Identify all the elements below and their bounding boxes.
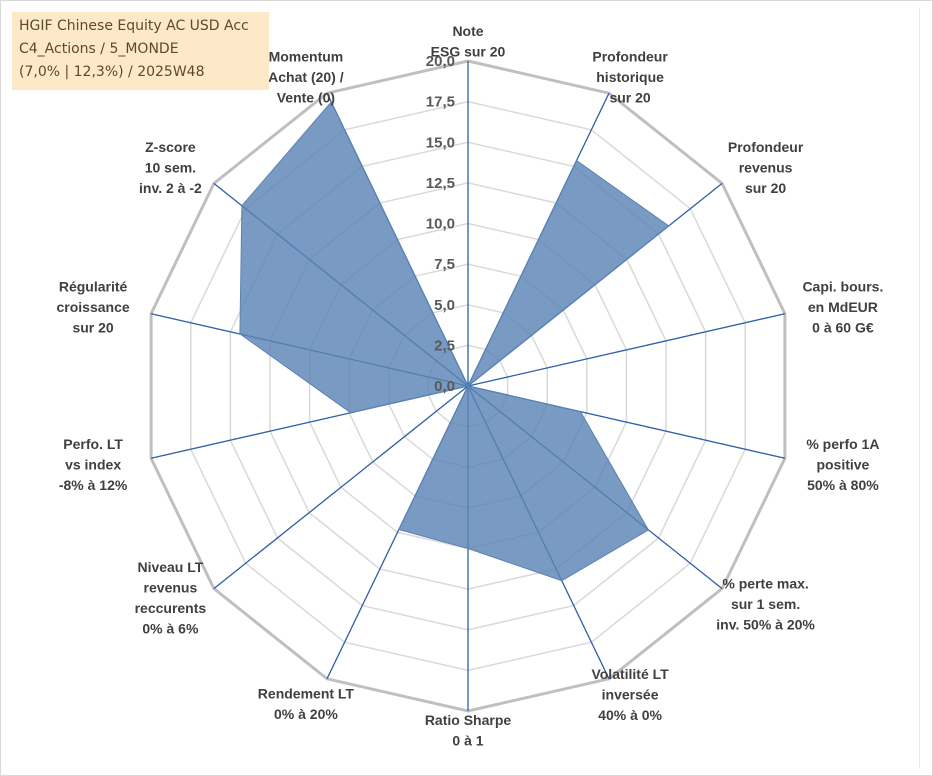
axis-label-line: Momentum bbox=[269, 48, 344, 64]
tick-label: 7,5 bbox=[434, 256, 455, 273]
radar-series bbox=[239, 101, 670, 582]
axis-label-line: inv. 2 à -2 bbox=[139, 180, 202, 196]
tick-label: 0,0 bbox=[434, 378, 455, 395]
axis-label-line: en MdEUR bbox=[808, 299, 878, 315]
series-area bbox=[239, 101, 670, 582]
axis-label-line: Volatilité LT bbox=[591, 666, 669, 682]
tick-label: 15,0 bbox=[426, 134, 455, 151]
axis-label-line: sur 20 bbox=[609, 89, 650, 105]
title-stats: (7,0% | 12,3%) / 2025W48 bbox=[19, 64, 205, 80]
tick-label: 12,5 bbox=[426, 175, 455, 192]
axis-label-line: Perfo. LT bbox=[63, 436, 123, 452]
axis-label: Capi. bours. en MdEUR 0 à 60 G€ bbox=[802, 279, 883, 336]
axis-label-line: inversée bbox=[602, 687, 659, 703]
radial-tick-labels: 0,0 2,5 5,0 7,5 10,0 12,5 15,0 17,5 20,0 bbox=[426, 53, 455, 395]
tick-label: 2,5 bbox=[434, 337, 455, 354]
axis-label: % perte max. sur 1 sem. inv. 50% à 20% bbox=[716, 575, 815, 632]
axis-label: Rendement LT 0% à 20% bbox=[258, 686, 355, 723]
axis-label-line: Ratio Sharpe bbox=[425, 712, 512, 728]
axis-label: Ratio Sharpe 0 à 1 bbox=[425, 712, 512, 749]
axis-label: Volatilité LT inversée 40% à 0% bbox=[591, 666, 669, 723]
axis-labels: Note ESG sur 20 Profondeur historique sur 20… bbox=[57, 23, 884, 749]
axis-label: Z-score 10 sem. inv. 2 à -2 bbox=[139, 139, 202, 196]
axis-label-line: 10 sem. bbox=[145, 160, 196, 176]
axis-label-line: vs index bbox=[65, 457, 121, 473]
axis-label-line: Vente (0) bbox=[277, 89, 335, 105]
title-category: C4_Actions / 5_MONDE bbox=[19, 41, 179, 57]
axis-label: Momentum Achat (20) / Vente (0) bbox=[268, 48, 344, 105]
axis-label-line: 0 à 60 G€ bbox=[812, 320, 874, 336]
axis-label-line: reccurents bbox=[135, 600, 207, 616]
axis-label: Niveau LT revenus reccurents 0% à 6% bbox=[135, 559, 207, 637]
axis-label-line: sur 20 bbox=[745, 180, 786, 196]
axis-label-line: Profondeur bbox=[728, 139, 804, 155]
axis-label-line: 50% à 80% bbox=[807, 477, 879, 493]
axis-label-line: Note bbox=[452, 23, 483, 39]
tick-label: 20,0 bbox=[426, 53, 455, 70]
title-fund-name: HGIF Chinese Equity AC USD Acc bbox=[19, 18, 249, 34]
axis-label-line: ESG sur 20 bbox=[431, 44, 506, 60]
axis-label-line: Z-score bbox=[145, 139, 196, 155]
axis-label-line: 0% à 6% bbox=[142, 620, 199, 636]
axis-label-line: % perte max. bbox=[722, 575, 808, 591]
axis-spoke bbox=[213, 385, 469, 590]
axis-label-line: revenus bbox=[739, 160, 793, 176]
axis-label-line: 0% à 20% bbox=[274, 706, 338, 722]
axis-label-line: Capi. bours. bbox=[802, 279, 883, 295]
axis-label: Note ESG sur 20 bbox=[431, 23, 506, 60]
axis-label-line: positive bbox=[816, 457, 869, 473]
scrollbar-track bbox=[919, 8, 920, 768]
axis-label-line: -8% à 12% bbox=[59, 477, 128, 493]
axis-label-line: inv. 50% à 20% bbox=[716, 616, 815, 632]
tick-label: 5,0 bbox=[434, 297, 455, 314]
axis-label-line: Régularité bbox=[59, 279, 128, 295]
axis-spoke bbox=[467, 313, 786, 387]
axis-label-line: sur 20 bbox=[72, 320, 113, 336]
tick-label: 10,0 bbox=[426, 216, 455, 233]
axis-label-line: Niveau LT bbox=[137, 559, 203, 575]
axis-label-line: 0 à 1 bbox=[452, 733, 483, 749]
axis-label: Perfo. LT vs index -8% à 12% bbox=[59, 436, 128, 493]
title-box: HGIF Chinese Equity AC USD Acc C4_Action… bbox=[12, 12, 269, 90]
axis-label: Profondeur historique sur 20 bbox=[592, 48, 668, 105]
axis-label-line: historique bbox=[596, 69, 664, 85]
axis-label: Régularité croissance sur 20 bbox=[57, 279, 130, 336]
axis-label-line: Achat (20) / bbox=[268, 69, 344, 85]
axis-label: Profondeur revenus sur 20 bbox=[728, 139, 804, 196]
axis-label-line: Profondeur bbox=[592, 48, 668, 64]
axis-label-line: sur 1 sem. bbox=[731, 596, 800, 612]
axis-label-line: Rendement LT bbox=[258, 686, 355, 702]
axis-label-line: 40% à 0% bbox=[598, 707, 662, 723]
tick-label: 17,5 bbox=[426, 94, 455, 111]
axis-label-line: % perfo 1A bbox=[806, 436, 879, 452]
axis-label-line: croissance bbox=[57, 299, 130, 315]
axis-label-line: revenus bbox=[144, 579, 198, 595]
axis-label: % perfo 1A positive 50% à 80% bbox=[806, 436, 879, 493]
